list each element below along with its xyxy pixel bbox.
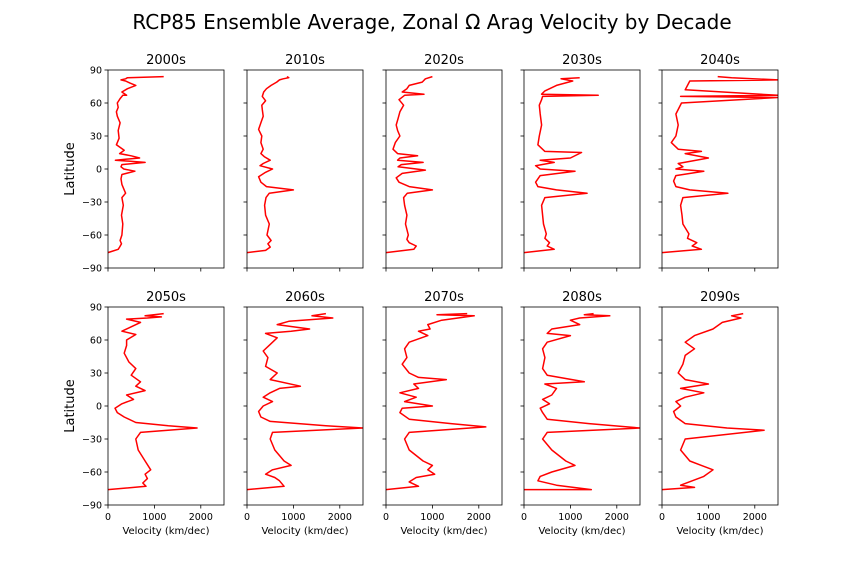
panel-2070s-frame — [385, 306, 503, 506]
panel-2050s-xlabel: Velocity (km/dec) — [122, 526, 209, 537]
panel-2090s: 2090s 0 1000 2000 Velocity (km/dec) — [658, 290, 779, 537]
panel-2080s: 2080s 0 1000 2000 Velocity (km/dec) — [520, 290, 641, 537]
panel-2070s-xtick-label: 2000 — [467, 512, 491, 523]
panel-2070s-xtick-label: 0 — [383, 512, 389, 523]
panel-2000s-ytick-label: 0 — [96, 165, 102, 176]
panel-2070s-xtick-label: 1000 — [420, 512, 444, 523]
panel-2070s-title: 2070s — [424, 290, 464, 305]
panel-2020s: 2020s — [382, 53, 503, 272]
panel-2050s-frame — [107, 306, 225, 506]
panel-2000s: 2000s −90 −60 −30 0 30 60 90 Latitude — [63, 53, 225, 275]
panel-2070s-xlabel: Velocity (km/dec) — [400, 526, 487, 537]
panel-2050s-ylabel: Latitude — [63, 379, 78, 433]
panel-2090s-title: 2090s — [700, 290, 740, 305]
panel-2080s-xlabel: Velocity (km/dec) — [538, 526, 625, 537]
panel-2090s-xtick-label: 2000 — [743, 512, 767, 523]
panel-2020s-title: 2020s — [424, 53, 464, 68]
panel-2010s-series-line — [247, 75, 295, 254]
panel-2000s-ytick-label: −30 — [82, 198, 102, 209]
panel-2000s-ytick-label: −90 — [82, 264, 102, 275]
panel-2050s-xtick-label: 0 — [105, 512, 111, 523]
panel-2050s-ytick-label: −90 — [82, 501, 102, 512]
panel-2030s-title: 2030s — [562, 53, 602, 68]
panel-2050s-series-line — [108, 312, 198, 491]
panel-2050s-ytick-label: 60 — [90, 336, 102, 347]
panel-2040s-series-line — [662, 75, 778, 254]
panel-2020s-frame — [385, 69, 503, 269]
panel-2000s-ytick-label: 90 — [90, 66, 102, 77]
panel-2090s-series-line — [662, 312, 765, 491]
panel-2060s-xlabel: Velocity (km/dec) — [261, 526, 348, 537]
panel-2060s-xtick-label: 0 — [244, 512, 250, 523]
panel-2030s: 2030s — [520, 53, 641, 272]
panel-2030s-series-line — [524, 76, 599, 254]
panel-2050s: 2050s −90 −60 −30 0 30 60 90 0 1000 2000 Velocity (… — [63, 290, 225, 537]
panel-2090s-xtick-label: 1000 — [696, 512, 720, 523]
panel-2060s-series-line — [247, 312, 363, 491]
panel-2090s-xtick-label: 0 — [659, 512, 665, 523]
panel-2070s-series-line — [386, 312, 487, 491]
panel-2020s-series-line — [386, 75, 434, 254]
figure-title: RCP85 Ensemble Average, Zonal Ω Arag Vel… — [132, 10, 731, 34]
panel-2050s-xtick-label: 1000 — [142, 512, 166, 523]
panel-2050s-ytick-label: −60 — [82, 468, 102, 479]
panel-2000s-ytick-label: 30 — [90, 132, 102, 143]
panel-2010s-title: 2010s — [285, 53, 325, 68]
panel-2060s: 2060s 0 1000 2000 Velocity (km/dec) — [243, 290, 364, 537]
panel-2040s-title: 2040s — [700, 53, 740, 68]
panel-2000s-series-line — [108, 75, 164, 254]
panel-2060s-xtick-label: 1000 — [281, 512, 305, 523]
panel-2050s-ytick-label: 0 — [96, 402, 102, 413]
panel-2090s-xlabel: Velocity (km/dec) — [676, 526, 763, 537]
panel-2050s-ytick-label: −30 — [82, 435, 102, 446]
panel-2080s-series-line — [524, 312, 640, 491]
panel-2050s-ytick-label: 90 — [90, 303, 102, 314]
panel-2050s-xtick-label: 2000 — [189, 512, 213, 523]
panel-2080s-xtick-label: 2000 — [605, 512, 629, 523]
panel-2080s-xtick-label: 0 — [521, 512, 527, 523]
panel-2060s-title: 2060s — [285, 290, 325, 305]
panel-2040s: 2040s — [658, 53, 779, 272]
panel-2060s-xtick-label: 2000 — [328, 512, 352, 523]
panel-2000s-ytick-label: −60 — [82, 231, 102, 242]
panel-2050s-title: 2050s — [146, 290, 186, 305]
panel-2080s-xtick-label: 1000 — [558, 512, 582, 523]
panel-2070s: 2070s 0 1000 2000 Velocity (km/dec) — [382, 290, 503, 537]
panel-2000s-ylabel: Latitude — [63, 142, 78, 196]
panel-2050s-ytick-label: 30 — [90, 369, 102, 380]
panel-2010s: 2010s — [243, 53, 364, 272]
panel-2000s-title: 2000s — [146, 53, 186, 68]
panel-2000s-ytick-label: 60 — [90, 99, 102, 110]
panel-2080s-title: 2080s — [562, 290, 602, 305]
